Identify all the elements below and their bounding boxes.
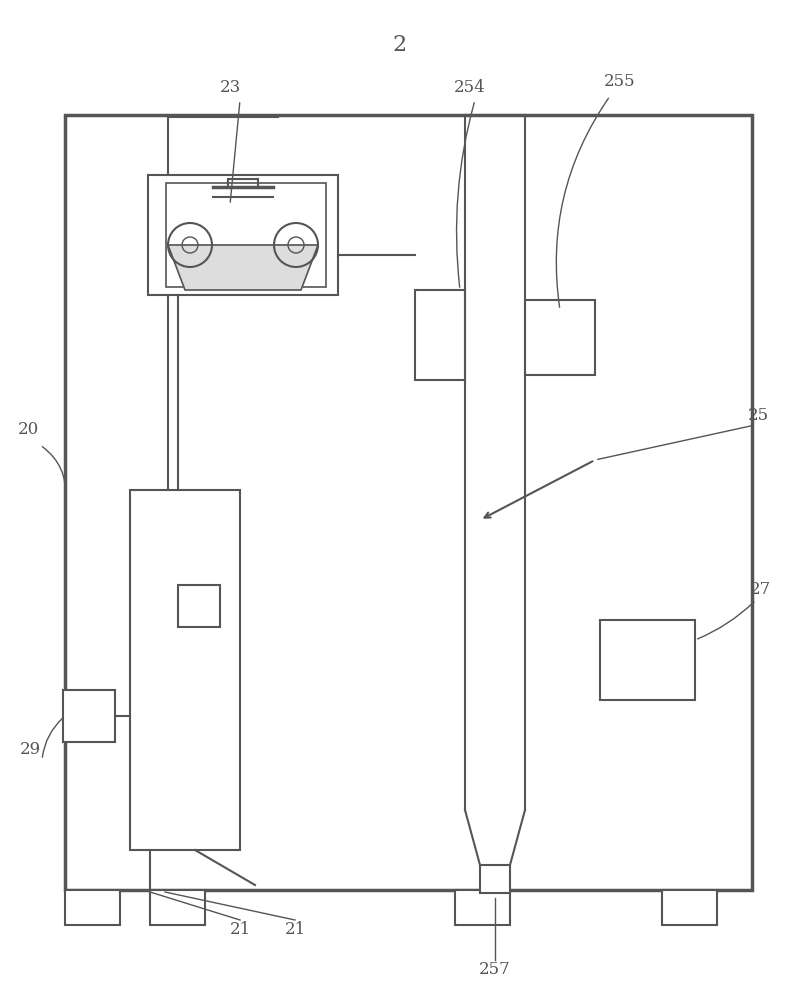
Text: 20: 20 <box>18 422 38 438</box>
Text: 25: 25 <box>747 406 769 424</box>
Bar <box>63 690 115 742</box>
Bar <box>150 890 205 925</box>
Bar <box>455 890 510 925</box>
Bar <box>662 890 717 925</box>
Bar <box>480 865 510 893</box>
Text: 29: 29 <box>19 742 41 758</box>
Bar <box>130 490 240 850</box>
Text: 21: 21 <box>284 922 306 938</box>
Text: 23: 23 <box>219 80 240 97</box>
Text: 254: 254 <box>454 80 486 97</box>
Bar <box>178 585 220 627</box>
Polygon shape <box>168 245 318 290</box>
Text: 257: 257 <box>479 962 511 978</box>
Bar <box>148 175 338 295</box>
Text: 2: 2 <box>393 34 407 56</box>
Bar <box>525 300 595 375</box>
Bar <box>65 890 120 925</box>
Text: 255: 255 <box>604 74 636 91</box>
Bar <box>65 115 752 890</box>
Bar <box>600 620 695 700</box>
Bar <box>415 290 465 380</box>
Bar <box>166 183 326 287</box>
Text: 27: 27 <box>750 582 771 598</box>
Text: 21: 21 <box>229 922 251 938</box>
